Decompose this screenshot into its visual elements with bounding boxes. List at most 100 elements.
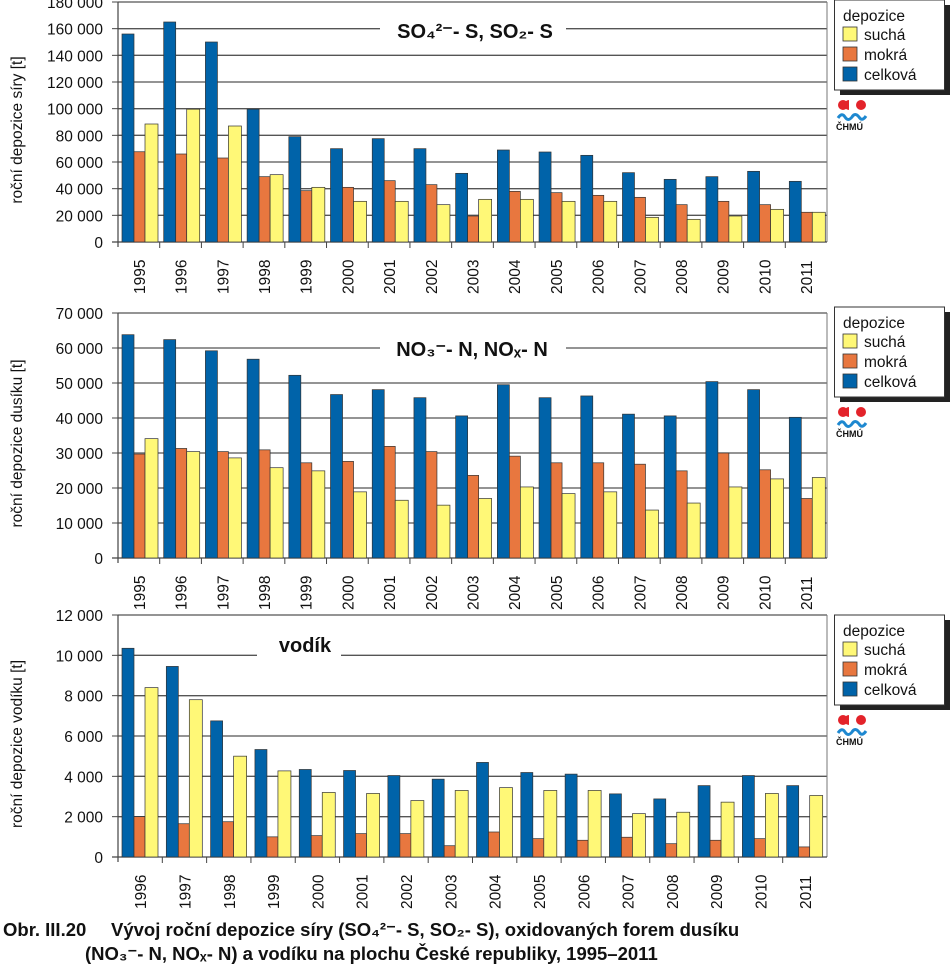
bar-mokra-2003 <box>467 215 479 243</box>
bar-sucha-2001 <box>366 793 380 858</box>
y-axis-label: roční depozice dusíku [t] <box>9 359 26 527</box>
caption-number: Obr. III.20 <box>3 919 87 940</box>
x-tick-label: 2004 <box>488 874 505 909</box>
bar-celkova-2006 <box>564 773 578 858</box>
legend-swatch-0 <box>842 641 858 657</box>
bar-sucha-2004 <box>520 198 534 243</box>
figure-caption: Obr. III.20 Vývoj roční depozice síry (SO… <box>3 918 739 966</box>
bar-sucha-2010 <box>765 793 779 858</box>
bar-celkova-1995 <box>121 33 135 243</box>
x-tick-label: 2008 <box>665 875 682 909</box>
bar-celkova-2005 <box>538 151 552 243</box>
bar-celkova-2007 <box>609 793 622 858</box>
bar-celkova-2004 <box>497 149 510 243</box>
bar-mokra-2011 <box>798 846 811 858</box>
x-tick-label: 1999 <box>266 875 283 909</box>
bar-celkova-2009 <box>697 785 711 858</box>
bar-mokra-2002 <box>425 451 438 559</box>
bar-sucha-2004 <box>499 787 513 858</box>
legend-label: suchá <box>864 27 906 44</box>
y-tick-label: 2 000 <box>64 810 103 827</box>
legend-title: depozice <box>843 315 905 332</box>
bar-celkova-2004 <box>476 762 489 858</box>
legend-label: mokrá <box>864 47 907 64</box>
legend-label: suchá <box>864 334 906 351</box>
chmu-logo: ČHMÚ <box>836 407 868 439</box>
bar-sucha-2010 <box>770 478 784 559</box>
bar-celkova-2001 <box>371 138 385 243</box>
bar-sucha-2001 <box>394 200 409 243</box>
bar-sucha-1998 <box>269 467 284 559</box>
bar-sucha-2011 <box>811 477 826 559</box>
legend-title: depozice <box>843 8 905 25</box>
bar-mokra-1998 <box>222 821 234 858</box>
x-tick-label: 2001 <box>382 260 399 294</box>
x-tick-label: 2002 <box>424 260 441 294</box>
bar-mokra-2007 <box>634 196 646 243</box>
bar-celkova-2003 <box>431 778 445 858</box>
x-tick-label: 2003 <box>466 576 483 610</box>
bar-mokra-2001 <box>383 446 396 559</box>
bar-celkova-2001 <box>343 770 356 858</box>
x-tick-label: 1999 <box>299 576 316 610</box>
y-tick-label: 20 000 <box>56 481 104 498</box>
legend-swatch-1 <box>842 353 858 369</box>
legend-label: celková <box>864 67 917 84</box>
logo-text: ČHMÚ <box>836 736 863 747</box>
bar-celkova-1997 <box>205 41 218 243</box>
bar-sucha-2005 <box>561 200 576 243</box>
y-tick-label: 100 000 <box>47 102 103 119</box>
x-tick-label: 2009 <box>709 875 726 909</box>
bar-sucha-2003 <box>454 790 469 858</box>
y-tick-label: 12 000 <box>56 608 104 625</box>
bar-sucha-1996 <box>186 451 201 559</box>
bar-sucha-2008 <box>676 811 691 858</box>
bar-mokra-2005 <box>532 838 545 858</box>
bar-sucha-2002 <box>436 204 451 243</box>
chart-3: 0 2 000 4 000 6 000 8 000 10 000 12 000 roční d… <box>9 608 950 909</box>
bar-mokra-2011 <box>800 498 813 559</box>
y-tick-label: 0 <box>94 551 103 568</box>
bar-sucha-1995 <box>144 123 159 243</box>
bar-celkova-2008 <box>653 798 667 858</box>
x-tick-label: 2000 <box>310 874 327 909</box>
y-tick-label: 180 000 <box>47 0 103 12</box>
y-tick-label: 0 <box>94 235 103 252</box>
chart-title: NO₃⁻- N, NOₓ- N <box>396 339 548 361</box>
y-tick-label: 50 000 <box>56 376 104 393</box>
legend-swatch-0 <box>842 333 858 349</box>
bar-mokra-2010 <box>759 204 771 243</box>
bar-mokra-2004 <box>509 455 521 559</box>
bar-celkova-1996 <box>163 339 177 559</box>
bar-celkova-2002 <box>387 775 401 858</box>
bar-mokra-1998 <box>258 449 271 559</box>
charts-figure: 0 20 000 40 000 60 000 80 000 100 000 120 000 1… <box>9 0 950 909</box>
y-tick-label: 0 <box>94 850 103 867</box>
bar-celkova-1997 <box>205 350 218 559</box>
bar-sucha-2008 <box>686 218 701 243</box>
bar-celkova-1999 <box>288 136 302 243</box>
bar-celkova-1995 <box>121 334 135 559</box>
bar-sucha-2003 <box>478 198 492 243</box>
bar-celkova-2005 <box>520 772 534 858</box>
legend-swatch-2 <box>842 66 858 82</box>
bar-sucha-2009 <box>728 215 743 243</box>
x-tick-label: 1998 <box>257 576 274 610</box>
bar-mokra-2003 <box>467 475 479 559</box>
bar-sucha-2002 <box>410 800 425 858</box>
x-tick-label: 2000 <box>340 575 357 610</box>
chart-title: vodík <box>279 635 332 657</box>
logo-wave-icon <box>836 728 868 736</box>
logo-red-half <box>844 100 849 110</box>
chmu-logo: ČHMÚ <box>836 715 868 747</box>
bar-mokra-2001 <box>355 833 367 858</box>
y-tick-label: 10 000 <box>56 648 104 665</box>
x-tick-label: 2003 <box>443 875 460 909</box>
bar-sucha-2007 <box>645 509 659 559</box>
bar-celkova-1996 <box>121 647 135 858</box>
bar-celkova-2010 <box>742 775 755 858</box>
bar-mokra-2008 <box>675 470 688 559</box>
x-tick-label: 2004 <box>507 575 524 610</box>
bar-celkova-2009 <box>705 381 719 559</box>
bar-mokra-2006 <box>592 462 605 559</box>
